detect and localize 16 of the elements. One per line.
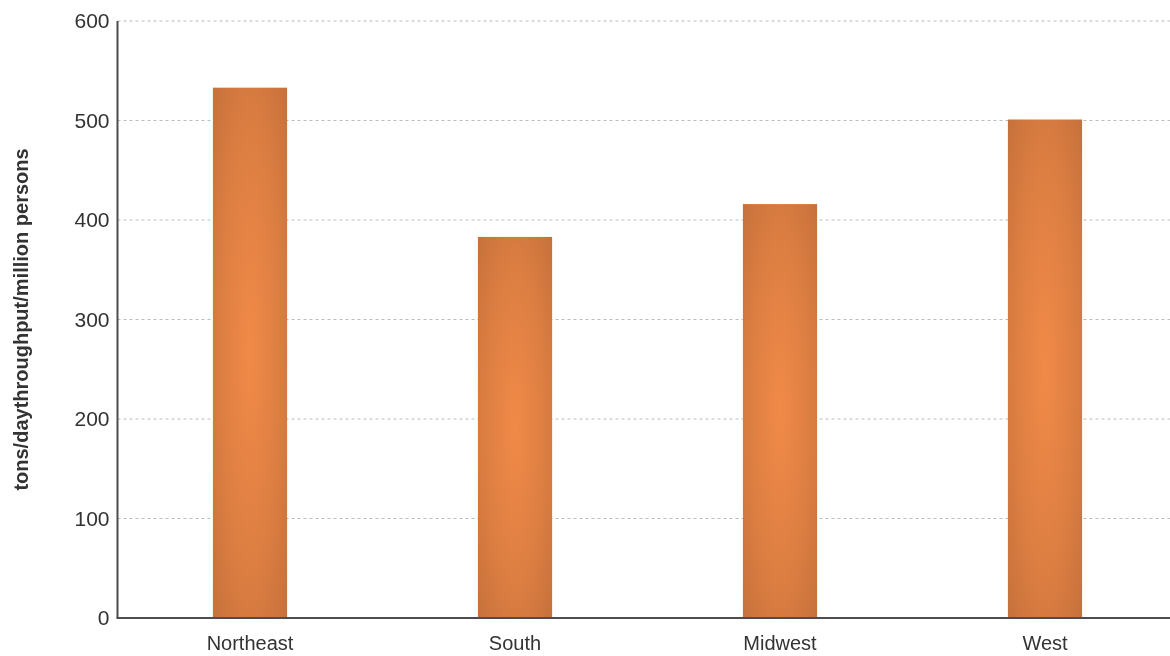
bar (212, 87, 288, 618)
y-tick-label: 200 (74, 407, 110, 431)
bar (1007, 119, 1083, 618)
y-tick-label: 100 (74, 506, 110, 530)
bar (477, 236, 553, 618)
bar (742, 204, 818, 618)
y-tick-label: 300 (74, 307, 110, 331)
y-tick-label: 400 (74, 208, 110, 232)
x-tick-label: South (488, 632, 542, 654)
x-tick-label: Northeast (206, 632, 294, 654)
x-tick-label: Midwest (743, 632, 818, 654)
x-tick-label: West (1022, 632, 1069, 654)
y-tick-label: 0 (97, 606, 110, 630)
y-tick-label: 500 (74, 108, 110, 132)
y-axis-title: tons/daythroughput/million persons (10, 148, 32, 491)
y-tick-label: 600 (74, 9, 110, 33)
